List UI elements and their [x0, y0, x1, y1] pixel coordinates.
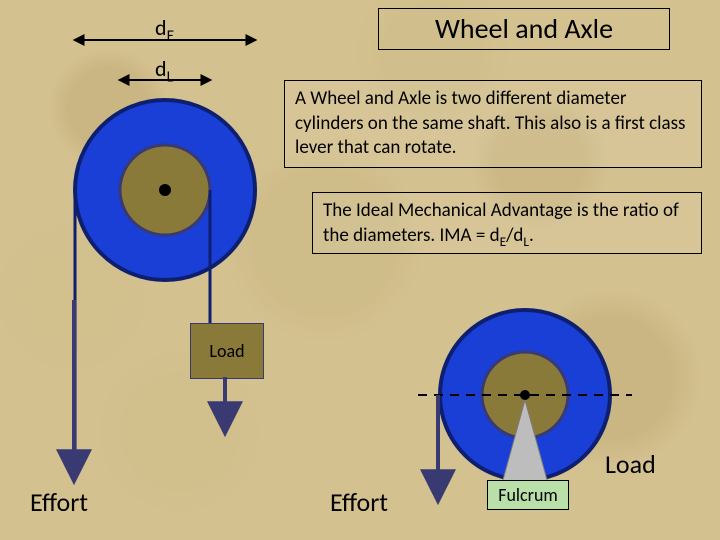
title-box: Wheel and Axle — [378, 8, 670, 50]
fulcrum-box: Fulcrum — [487, 480, 569, 510]
title-text: Wheel and Axle — [435, 11, 613, 46]
right-wheel — [440, 310, 610, 480]
description-2-text: The Ideal Mechanical Advantage is the ra… — [323, 199, 679, 247]
left-wheel — [75, 100, 255, 280]
dE-label: dE — [155, 14, 174, 45]
description-1-text: A Wheel and Axle is two different diamet… — [295, 87, 685, 159]
load-box-text: Load — [209, 340, 244, 362]
right-pivot — [520, 390, 530, 400]
load-box: Load — [190, 323, 264, 379]
description-1: A Wheel and Axle is two different diamet… — [284, 80, 702, 168]
description-2: The Ideal Mechanical Advantage is the ra… — [312, 192, 702, 254]
fulcrum-text: Fulcrum — [498, 484, 558, 506]
effort-label-right: Effort — [330, 486, 388, 518]
left-axle — [120, 145, 210, 235]
load-label-right: Load — [605, 448, 656, 480]
dL-label: dL — [155, 55, 173, 86]
right-axle — [482, 352, 568, 438]
effort-label-left: Effort — [30, 486, 88, 518]
left-pivot — [159, 184, 171, 196]
